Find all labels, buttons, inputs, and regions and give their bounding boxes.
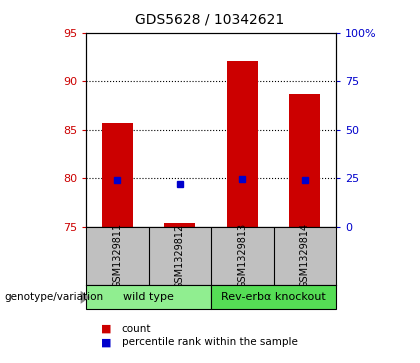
Text: genotype/variation: genotype/variation xyxy=(4,292,103,302)
Bar xyxy=(164,223,195,227)
Text: wild type: wild type xyxy=(123,292,174,302)
Text: GSM1329812: GSM1329812 xyxy=(175,223,185,289)
Text: Rev-erbα knockout: Rev-erbα knockout xyxy=(221,292,326,302)
Text: ■: ■ xyxy=(101,337,111,347)
Polygon shape xyxy=(81,291,90,304)
Text: percentile rank within the sample: percentile rank within the sample xyxy=(122,337,298,347)
Bar xyxy=(227,61,258,227)
Bar xyxy=(102,123,133,227)
Bar xyxy=(289,94,320,227)
Text: GDS5628 / 10342621: GDS5628 / 10342621 xyxy=(135,13,285,27)
Text: GSM1329811: GSM1329811 xyxy=(112,223,122,289)
Text: count: count xyxy=(122,323,151,334)
Text: GSM1329814: GSM1329814 xyxy=(300,223,310,289)
Bar xyxy=(211,285,336,309)
Bar xyxy=(86,285,211,309)
Text: ■: ■ xyxy=(101,323,111,334)
Text: GSM1329813: GSM1329813 xyxy=(237,223,247,289)
